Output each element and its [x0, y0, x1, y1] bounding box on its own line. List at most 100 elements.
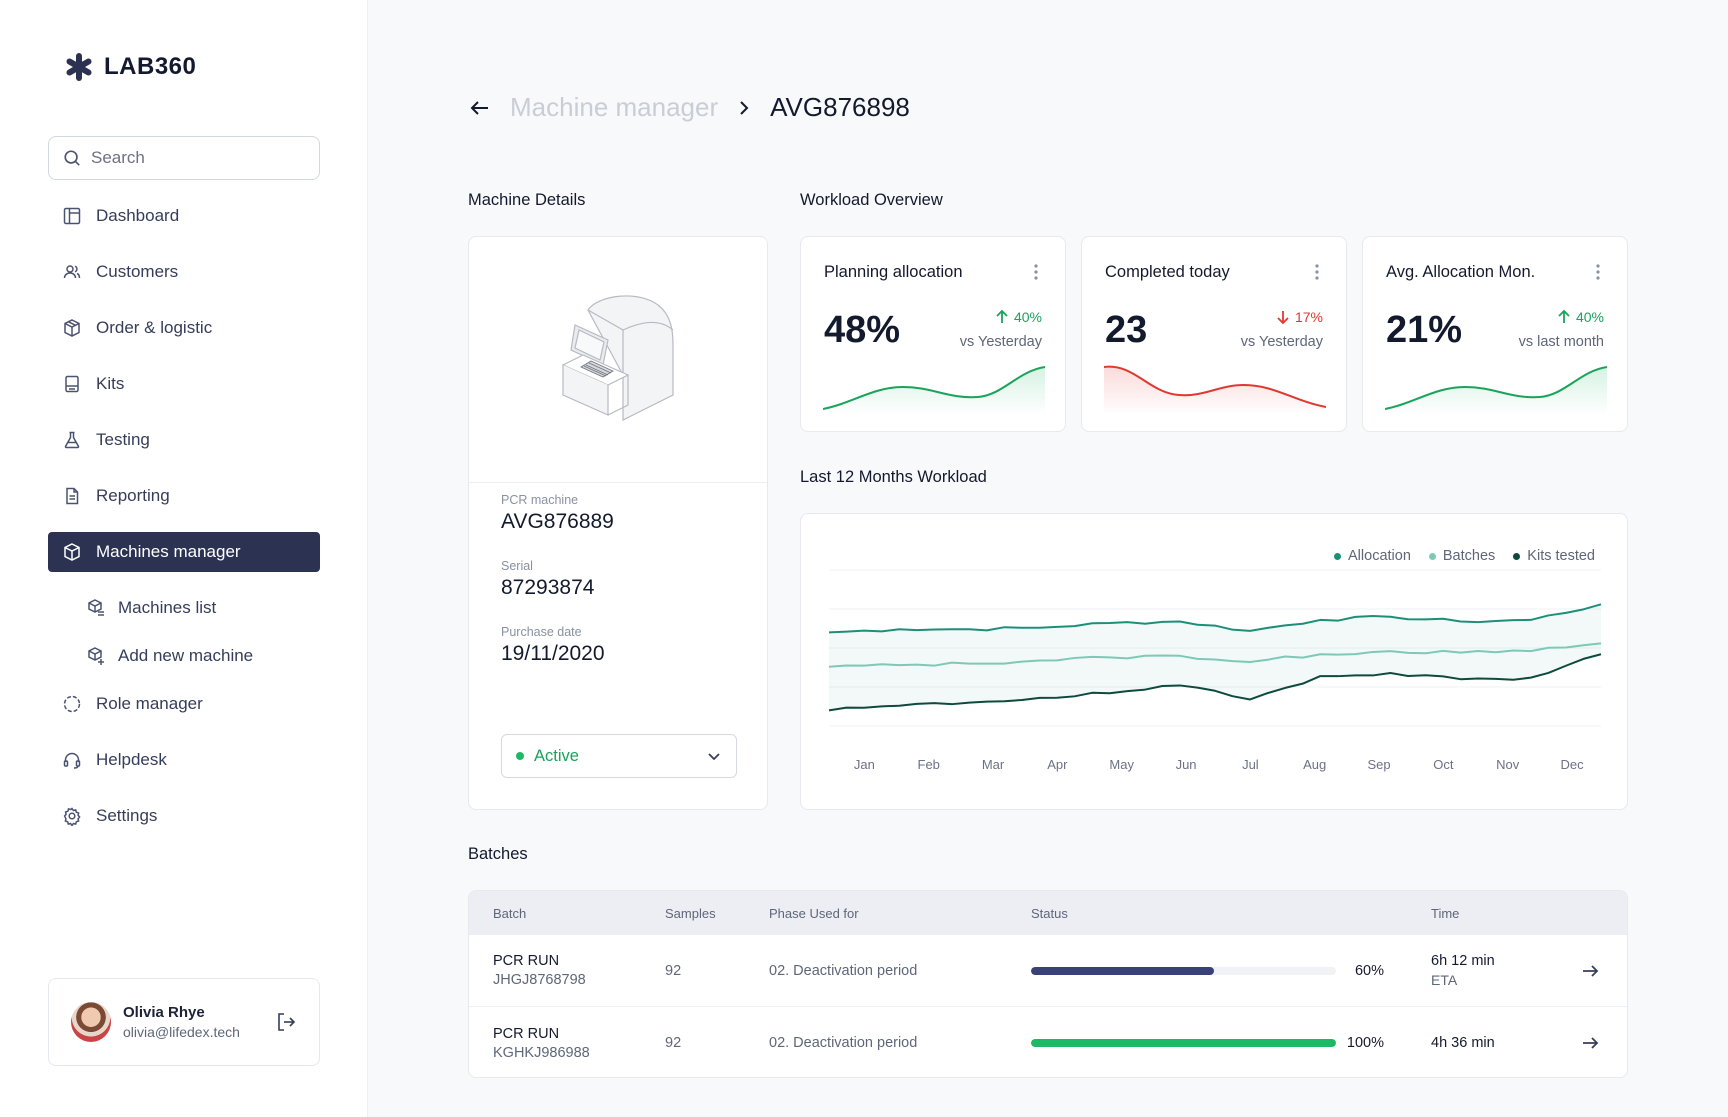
table-row[interactable]: PCR RUN KGHKJ986988 92 02. Deactivation … — [469, 1007, 1627, 1077]
kpi-comparison: vs Yesterday — [959, 334, 1042, 350]
header-status: Status — [1031, 905, 1068, 921]
time-value: 6h 12 min — [1431, 953, 1495, 969]
kpi-card-completed: Completed today 23 17% vs Yesterday — [1081, 236, 1347, 432]
batch-title: PCR RUN — [493, 953, 560, 969]
logo[interactable]: LAB360 — [64, 52, 196, 82]
batch-cell: PCR RUN JHGJ8768798 — [493, 953, 586, 988]
arrow-right-icon[interactable] — [1581, 1034, 1599, 1052]
progress-track — [1031, 1039, 1336, 1047]
kpi-title: Avg. Allocation Mon. — [1386, 263, 1536, 281]
avatar[interactable] — [71, 1002, 111, 1042]
time-cell: 6h 12 min ETA — [1431, 953, 1495, 988]
serial-label: Serial — [501, 559, 533, 573]
add-machine-icon — [88, 647, 104, 665]
arrow-up-icon — [1558, 309, 1570, 323]
x-tick-label: May — [1109, 757, 1134, 772]
sparkline-up — [823, 366, 1045, 415]
more-vertical-icon[interactable] — [1595, 263, 1601, 281]
last-12-months-title: Last 12 Months Workload — [800, 468, 987, 486]
workload-line-chart: Jan Feb Mar Apr May Jun Jul Aug Sep Oct Nov Dec — [828, 569, 1602, 772]
status-cell: 60% — [1031, 963, 1384, 979]
progress-label: 100% — [1346, 1035, 1384, 1051]
phase-cell: 02. Deactivation period — [769, 1035, 918, 1051]
x-tick-label: Sep — [1367, 757, 1390, 772]
x-tick-label: Dec — [1560, 757, 1584, 772]
sidebar-item-kits[interactable]: Kits — [48, 364, 320, 404]
sidebar-item-customers[interactable]: Customers — [48, 252, 320, 292]
sparkline-down — [1104, 365, 1326, 415]
arrow-down-icon — [1277, 311, 1289, 325]
status-cell: 100% — [1031, 1035, 1384, 1051]
series-line-allocation — [828, 603, 1602, 634]
batches-table: Batch Samples Phase Used for Status Time… — [468, 890, 1628, 1078]
chevron-down-icon — [708, 753, 720, 761]
sidebar-item-testing[interactable]: Testing — [48, 420, 320, 460]
status-dot — [516, 752, 524, 760]
kpi-delta-value: 40% — [1013, 309, 1042, 325]
arrow-right-icon[interactable] — [1581, 962, 1599, 980]
progress-bar — [1031, 966, 1214, 975]
sidebar-item-label: Order & logistic — [96, 318, 213, 337]
kpi-delta-value: 40% — [1575, 309, 1604, 325]
legend-dot — [1334, 552, 1342, 560]
search-input[interactable] — [91, 148, 311, 168]
status-dropdown[interactable]: Active — [501, 734, 737, 778]
sidebar-item-reporting[interactable]: Reporting — [48, 476, 320, 516]
logout-icon[interactable] — [275, 1011, 297, 1033]
legend-item-allocation: Allocation — [1334, 548, 1411, 564]
x-tick-label: Aug — [1303, 757, 1326, 772]
more-vertical-icon[interactable] — [1314, 263, 1320, 281]
back-button[interactable] — [468, 96, 492, 120]
sidebar-item-role-manager[interactable]: Role manager — [48, 684, 320, 724]
batch-cell: PCR RUN KGHKJ986988 — [493, 1026, 590, 1061]
sparkline-up — [1385, 366, 1607, 415]
more-vertical-icon[interactable] — [1033, 263, 1039, 281]
search-icon — [64, 150, 80, 166]
breadcrumb-current: AVG876898 — [770, 92, 910, 122]
sidebar-item-helpdesk[interactable]: Helpdesk — [48, 740, 320, 780]
search-box[interactable] — [48, 136, 320, 180]
x-tick-label: Jul — [1242, 757, 1259, 772]
machines-list-icon — [88, 599, 104, 616]
sidebar-item-settings[interactable]: Settings — [48, 796, 320, 836]
workload-chart-card: Jan Feb Mar Apr May Jun Jul Aug Sep Oct Nov Dec All… — [800, 513, 1628, 810]
sidebar-item-label: Customers — [96, 262, 179, 281]
kpi-value: 48% — [824, 309, 901, 351]
workload-overview-title: Workload Overview — [800, 191, 943, 209]
sidebar-item-label: Dashboard — [96, 206, 180, 225]
pcr-machine-illustration — [561, 294, 674, 421]
sidebar-item-label: Kits — [96, 374, 125, 393]
x-tick-label: Apr — [1047, 757, 1068, 772]
kpi-card-avg-allocation: Avg. Allocation Mon. 21% 40% vs last mon… — [1362, 236, 1628, 432]
legend-label: Allocation — [1348, 548, 1411, 564]
dashboard-icon — [63, 207, 81, 225]
breadcrumb-parent[interactable]: Machine manager — [510, 92, 719, 122]
legend-dot — [1513, 552, 1521, 560]
samples-cell: 92 — [665, 1035, 682, 1051]
x-tick-label: Jan — [854, 757, 875, 772]
user-card: Olivia Rhye olivia@lifedex.tech — [48, 978, 320, 1066]
kpi-value: 21% — [1386, 309, 1463, 351]
legend-item-batches: Batches — [1428, 548, 1495, 564]
purchase-date-label: Purchase date — [501, 625, 582, 639]
sidebar-item-label: Testing — [96, 430, 150, 449]
user-info: Olivia Rhye olivia@lifedex.tech — [123, 1004, 240, 1040]
breadcrumb: Machine manager AVG876898 — [468, 92, 910, 123]
legend-item-kits-tested: Kits tested — [1513, 548, 1595, 564]
header-phase: Phase Used for — [769, 905, 859, 921]
sidebar-item-label: Machines list — [118, 598, 217, 617]
table-row[interactable]: PCR RUN JHGJ8768798 92 02. Deactivation … — [469, 935, 1627, 1007]
user-email: olivia@lifedex.tech — [123, 1024, 240, 1040]
sidebar-subitem-add-machine[interactable]: Add new machine — [48, 636, 320, 676]
chevron-right-icon — [740, 100, 749, 115]
sidebar-item-label: Role manager — [96, 694, 203, 713]
x-tick-label: Oct — [1433, 757, 1454, 772]
kpi-delta: 17% — [1275, 309, 1323, 325]
time-sub: ETA — [1431, 972, 1458, 988]
sidebar-item-orders[interactable]: Order & logistic — [48, 308, 320, 348]
sidebar-item-machines-manager[interactable]: Machines manager — [48, 532, 320, 572]
batch-id: JHGJ8768798 — [493, 972, 586, 988]
kpi-comparison: vs Yesterday — [1240, 334, 1323, 350]
sidebar-item-dashboard[interactable]: Dashboard — [48, 196, 320, 236]
sidebar-subitem-machines-list[interactable]: Machines list — [48, 588, 320, 628]
